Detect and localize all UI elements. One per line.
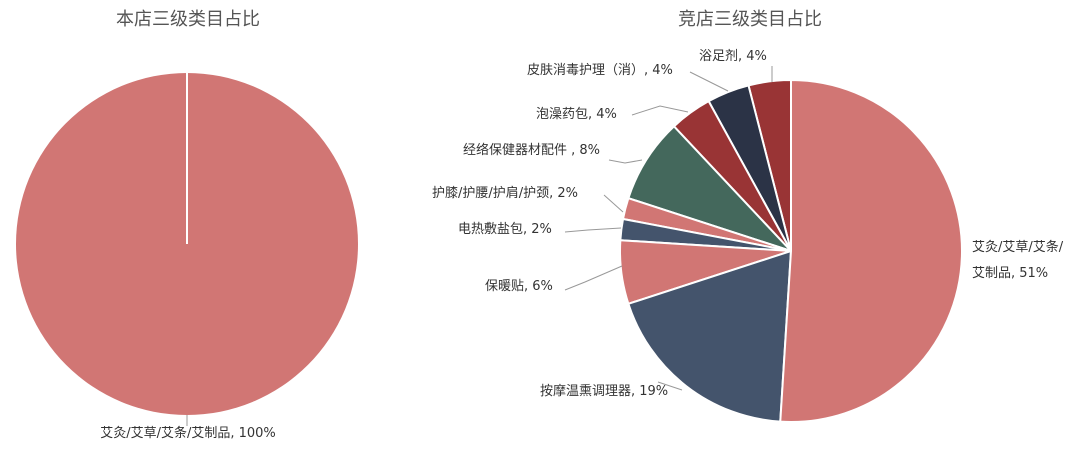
slice-label: 电热敷盐包, 2% (458, 222, 552, 237)
label-leader-line (564, 265, 623, 291)
slice-label: 保暖贴, 6% (485, 279, 553, 294)
label-leader-line (608, 159, 643, 164)
pie-slice[interactable] (627, 250, 792, 423)
pie-slice[interactable] (779, 79, 963, 423)
right-pie-chart: 艾灸/艾草/艾条/艾制品, 51% 按摩温熏调理器, 19% 保暖贴, 6% 电热敷盐… (432, 49, 1064, 423)
slice-label: 皮肤消毒护理（消）, 4% (527, 63, 673, 78)
slice-label: 浴足剂, 4% (699, 49, 767, 64)
slice-label: 艾灸/艾草/艾条/艾制品, 51% (972, 239, 1064, 281)
left-chart-title: 本店三级类目占比 (116, 9, 260, 30)
slice-label: 护膝/护腰/护肩/护颈, 2% (432, 185, 578, 201)
label-leader-line (564, 227, 622, 233)
label-leader-line (631, 105, 689, 116)
label-leader-line (689, 71, 729, 92)
right-chart-title: 竞店三级类目占比 (678, 9, 822, 30)
label-leader-line (657, 381, 683, 391)
slice-label: 艾灸/艾草/艾条/艾制品, 100% (100, 425, 276, 441)
label-leader-line (603, 194, 624, 213)
left-pie-chart: 艾灸/艾草/艾条/艾制品, 100% (16, 73, 358, 441)
slice-label: 泡澡药包, 4% (536, 107, 617, 122)
slice-label: 经络保健器材配件 , 8% (463, 142, 600, 158)
slice-label: 按摩温熏调理器, 19% (540, 383, 668, 399)
